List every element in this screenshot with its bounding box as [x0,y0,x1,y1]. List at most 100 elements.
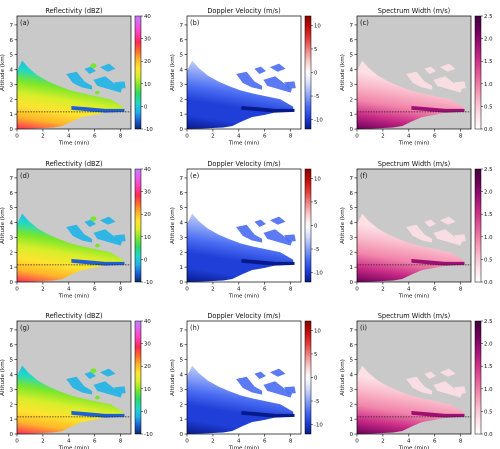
echo-region [187,365,294,434]
echo-field [17,60,131,129]
y-tick-label: 3 [9,82,13,88]
echo-region [84,371,96,379]
x-tick-label: 2 [211,287,215,293]
y-tick-label: 5 [349,358,353,364]
chart-panel: Reflectivity (dBZ) (g) 0 2 4 6 8 Time (min) 0 1 2 3… [0,312,153,449]
plot-frame [356,168,472,283]
chart-panel: Doppler Velocity (m/s) (b) 0 2 4 6 8 Time (min)… [170,7,323,147]
y-tick-label: 3 [349,82,353,88]
y-tick-label: 6 [349,191,353,197]
echo-field [187,365,296,434]
echo-region [114,81,126,89]
colorbar-tick-label: 10 [144,82,151,88]
y-tick-label: 5 [179,358,183,364]
chart-panel: Spectrum Width (m/s) (c) 0 2 4 6 8 Time (min) 0 1… [340,7,493,147]
y-tick-label: 0 [9,280,13,286]
y-tick-label: 0 [179,127,183,133]
x-tick-label: 8 [459,439,463,445]
y-tick-label: 6 [9,191,13,197]
echo-region [99,368,116,377]
echo-region [236,376,263,395]
colorbar-tick-label: 1.0 [484,82,493,88]
y-tick-label: 5 [9,358,13,364]
y-tick-label: 3 [179,235,183,241]
x-tick-label: 4 [237,134,241,140]
y-tick-label: 5 [349,53,353,59]
colorbar-tick-label: 0.5 [484,104,493,110]
echo-region [269,63,286,72]
x-tick-label: 0 [15,439,19,445]
panel-label: (d) [20,172,29,180]
echo-region [284,234,296,242]
echo-region [411,411,465,418]
y-axis-label: Altitude (km) [170,207,176,244]
x-axis-label: Time (min) [228,294,259,300]
x-tick-label: 6 [433,134,437,140]
y-tick-label: 7 [179,176,183,182]
echo-field [357,213,471,282]
y-axis-label: Altitude (km) [0,54,6,91]
y-tick-label: 1 [9,265,13,271]
x-tick-label: 4 [237,439,241,445]
x-axis-label: Time (min) [58,446,89,449]
echo-region [236,224,263,243]
y-tick-label: 5 [179,206,183,212]
x-tick-label: 8 [459,134,463,140]
echo-region [263,76,292,93]
x-tick-label: 6 [263,134,267,140]
plot-frame [186,320,302,435]
y-tick-label: 4 [349,373,353,379]
y-tick-label: 7 [179,23,183,29]
x-tick-label: 4 [67,287,71,293]
echo-region [254,371,266,379]
echo-field [17,213,131,282]
panel-title: Doppler Velocity (m/s) [207,160,280,168]
colorbar-tick-label: 10 [314,23,321,29]
colorbar [304,168,312,283]
y-tick-label: 4 [9,68,13,74]
x-tick-label: 2 [381,439,385,445]
colorbar-tick-label: -10 [144,280,153,286]
chart-panel: Doppler Velocity (m/s) (e) 0 2 4 6 8 Time (min)… [170,160,323,300]
colorbar-tick-label: 10 [144,235,151,241]
panel-label: (f) [360,172,367,180]
echo-region [269,368,286,377]
echo-region [454,81,466,89]
panel-title: Doppler Velocity (m/s) [207,312,280,320]
x-tick-label: 8 [459,287,463,293]
y-tick-label: 6 [9,38,13,44]
panel-title: Spectrum Width (m/s) [378,160,451,168]
echo-region [93,381,122,398]
echo-region [263,381,292,398]
colorbar-tick-label: 2.5 [484,319,493,325]
x-tick-label: 2 [211,134,215,140]
colorbar [304,320,312,435]
y-tick-label: 2 [9,402,13,408]
echo-region [94,90,100,95]
panel-label: (a) [20,19,29,27]
x-tick-label: 2 [381,134,385,140]
echo-region [439,368,456,377]
echo-region [439,63,456,72]
echo-region [454,234,466,242]
y-axis-label: Altitude (km) [170,359,176,396]
y-tick-label: 7 [9,23,13,29]
echo-region [406,71,433,90]
echo-region [71,411,125,418]
y-tick-label: 0 [349,432,353,438]
x-tick-label: 4 [407,134,411,140]
panel-title: Reflectivity (dBZ) [45,7,102,15]
colorbar-tick-label: 2.5 [484,167,493,173]
echo-region [93,76,122,93]
x-tick-label: 6 [93,439,97,445]
echo-region [114,386,126,394]
y-tick-label: 6 [179,38,183,44]
x-tick-label: 0 [185,287,189,293]
colorbar-tick-label: 1.5 [484,364,493,370]
colorbar-tick-label: 1.0 [484,235,493,241]
echo-region [90,63,97,69]
echo-region [439,216,456,225]
y-tick-label: 5 [9,53,13,59]
x-tick-label: 2 [41,134,45,140]
x-tick-label: 6 [263,287,267,293]
